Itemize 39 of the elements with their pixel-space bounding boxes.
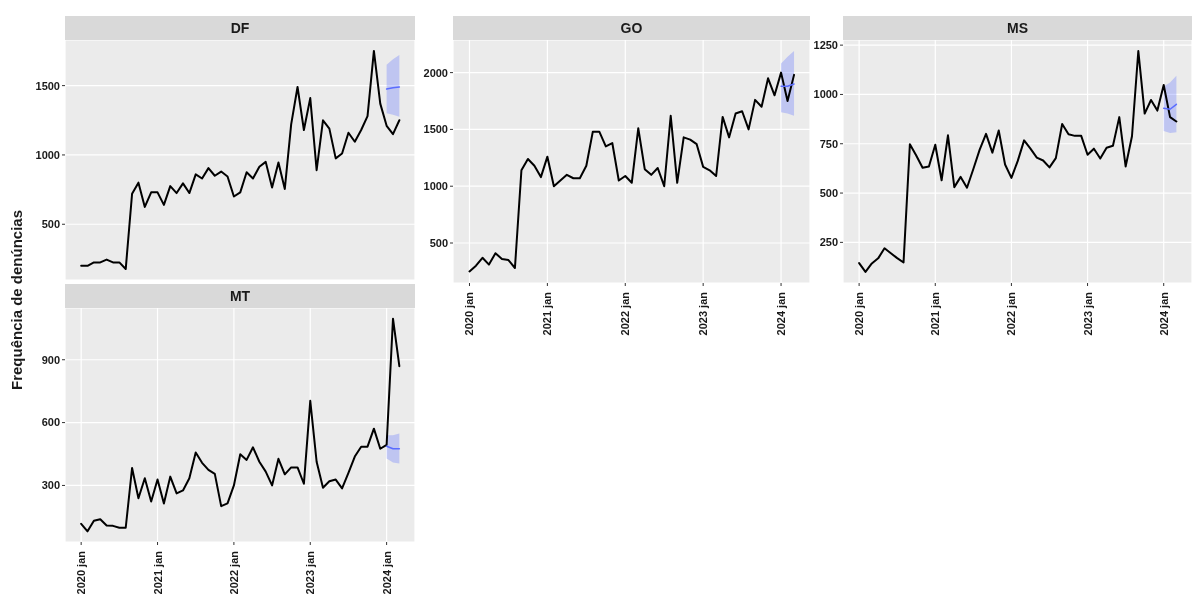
x-tick-label: 2021 jan: [541, 291, 554, 336]
x-tick-label: 2024 jan: [380, 550, 393, 595]
y-tick-label: 1500: [35, 79, 60, 92]
line-series: [80, 317, 401, 533]
y-tick-label: 1000: [813, 88, 838, 101]
x-tick-label: 2023 jan: [1081, 291, 1094, 336]
x-tick-label: 2022 jan: [227, 550, 240, 595]
x-tick-label: 2024 jan: [775, 291, 788, 336]
y-tick-label: 1000: [35, 148, 60, 161]
x-tick-label: 2020 jan: [75, 550, 88, 595]
chart-title: DF: [65, 16, 415, 40]
x-tick-label: 2023 jan: [697, 291, 710, 336]
chart-title: MS: [843, 16, 1192, 40]
y-tick-label: 500: [429, 236, 448, 249]
y-tick-label: 750: [819, 137, 838, 150]
y-tick-label: 1250: [813, 39, 838, 52]
line-series: [80, 49, 401, 271]
x-tick-label: 2022 jan: [1005, 291, 1018, 336]
x-tick-label: 2020 jan: [463, 291, 476, 336]
y-tick-label: 2000: [423, 66, 448, 79]
x-tick-label: 2021 jan: [151, 550, 164, 595]
line-series: [468, 71, 796, 273]
line-series: [858, 50, 1178, 273]
chart-title: MT: [65, 284, 415, 308]
y-tick-label: 300: [41, 479, 60, 492]
y-tick-label: 900: [41, 353, 60, 366]
x-tick-label: 2020 jan: [853, 291, 866, 336]
x-tick-label: 2024 jan: [1157, 291, 1170, 336]
y-tick-label: 1000: [423, 180, 448, 193]
y-axis-title: Frequência de denúncias: [7, 209, 25, 391]
y-tick-label: 250: [819, 236, 838, 249]
x-tick-label: 2023 jan: [304, 550, 317, 595]
y-tick-label: 500: [41, 218, 60, 231]
x-tick-label: 2021 jan: [929, 291, 942, 336]
y-tick-label: 600: [41, 416, 60, 429]
x-tick-label: 2022 jan: [619, 291, 632, 336]
y-tick-label: 500: [819, 186, 838, 199]
y-tick-label: 1500: [423, 123, 448, 136]
chart-title: GO: [453, 16, 810, 40]
